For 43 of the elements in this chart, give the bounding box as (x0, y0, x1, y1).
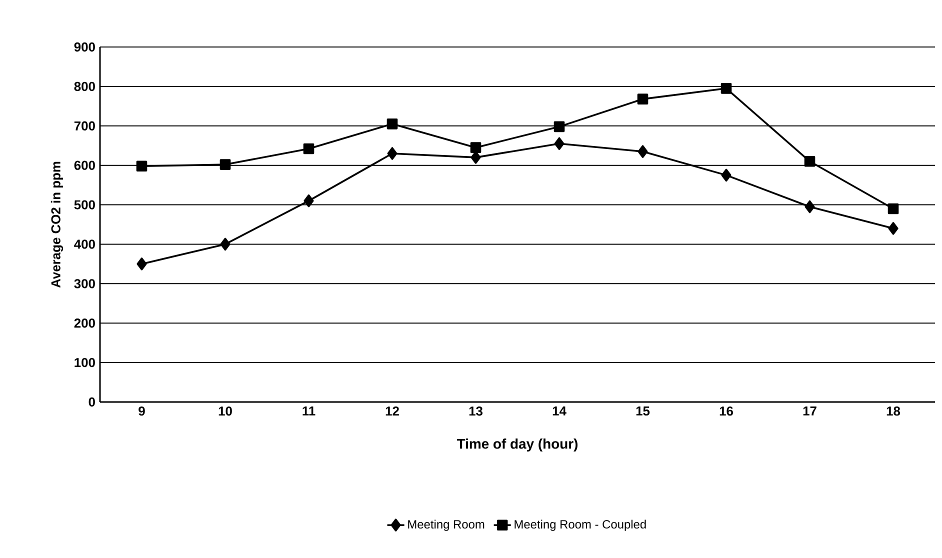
y-tick-label: 800 (74, 82, 95, 92)
point (387, 147, 398, 160)
point (470, 142, 482, 153)
legend-label: Meeting Room (408, 520, 484, 531)
x-axis-title: Time of day (hour) (456, 438, 578, 452)
point (720, 83, 732, 94)
x-tick-label: 18 (886, 406, 900, 416)
point (304, 194, 314, 208)
x-tick-label: 12 (386, 406, 399, 416)
y-tick-label: 700 (74, 121, 95, 130)
x-tick-label: 17 (803, 406, 816, 416)
point (303, 143, 314, 154)
point (637, 94, 648, 104)
x-tick-label: 9 (138, 406, 145, 416)
y-tick-label: 200 (74, 318, 95, 328)
point (721, 168, 732, 182)
point (804, 200, 815, 214)
y-tick-label: 100 (74, 358, 95, 368)
point (220, 159, 231, 170)
y-tick-label: 600 (74, 160, 95, 170)
point (136, 160, 148, 172)
point (220, 238, 230, 251)
legend-label: Meeting Room - Coupled (514, 520, 646, 531)
y-axis-title: Average CO2 in ppm (50, 162, 64, 288)
point (386, 118, 398, 130)
x-tick-label: 15 (636, 406, 650, 416)
x-tick-label: 16 (720, 406, 733, 416)
y-tick-label: 300 (74, 279, 95, 288)
point (804, 156, 816, 167)
point (136, 258, 147, 270)
x-tick-label: 14 (552, 406, 566, 416)
x-tick-label: 10 (218, 406, 232, 416)
point (888, 222, 898, 235)
y-tick-label: 400 (74, 240, 95, 249)
x-tick-label: 13 (469, 406, 482, 416)
point (638, 145, 648, 158)
point (888, 203, 899, 214)
y-tick-label: 900 (74, 42, 95, 52)
x-tick-label: 11 (302, 406, 316, 416)
point (554, 121, 565, 132)
point (554, 137, 564, 150)
y-tick-label: 0 (88, 397, 95, 407)
y-tick-label: 500 (74, 200, 95, 210)
